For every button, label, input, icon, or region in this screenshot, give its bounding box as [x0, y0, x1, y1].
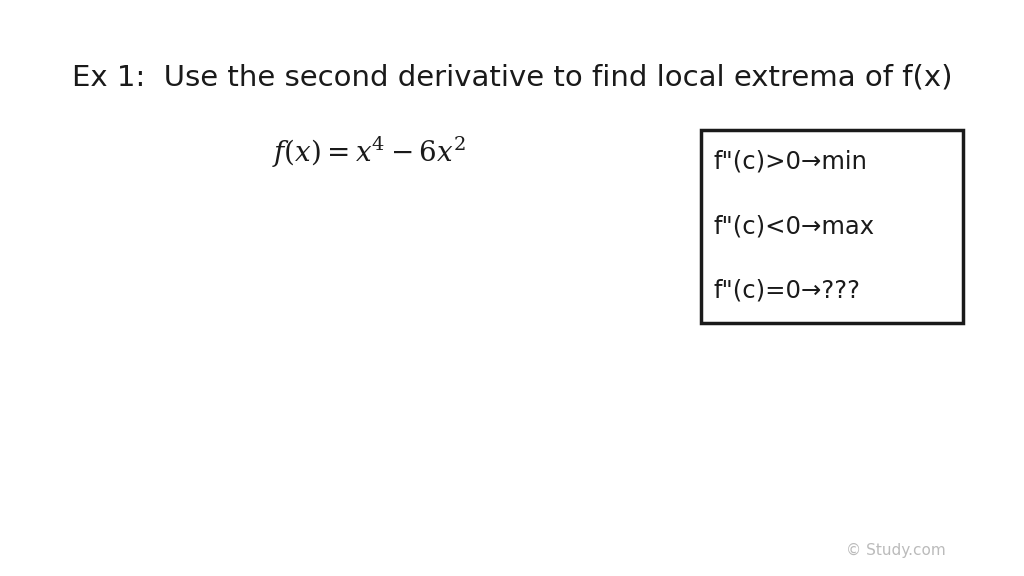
Text: f"(c)=0→???: f"(c)=0→??? — [714, 278, 861, 302]
Bar — [701, 130, 963, 323]
Text: Ex 1:  Use the second derivative to find local extrema of f(x): Ex 1: Use the second derivative to find … — [72, 64, 952, 92]
Text: f"(c)<0→max: f"(c)<0→max — [714, 214, 874, 238]
Text: $f(x)=x^4-6x^2$: $f(x)=x^4-6x^2$ — [271, 135, 466, 170]
Text: f"(c)>0→min: f"(c)>0→min — [714, 150, 867, 174]
Text: © Study.com: © Study.com — [846, 543, 946, 558]
